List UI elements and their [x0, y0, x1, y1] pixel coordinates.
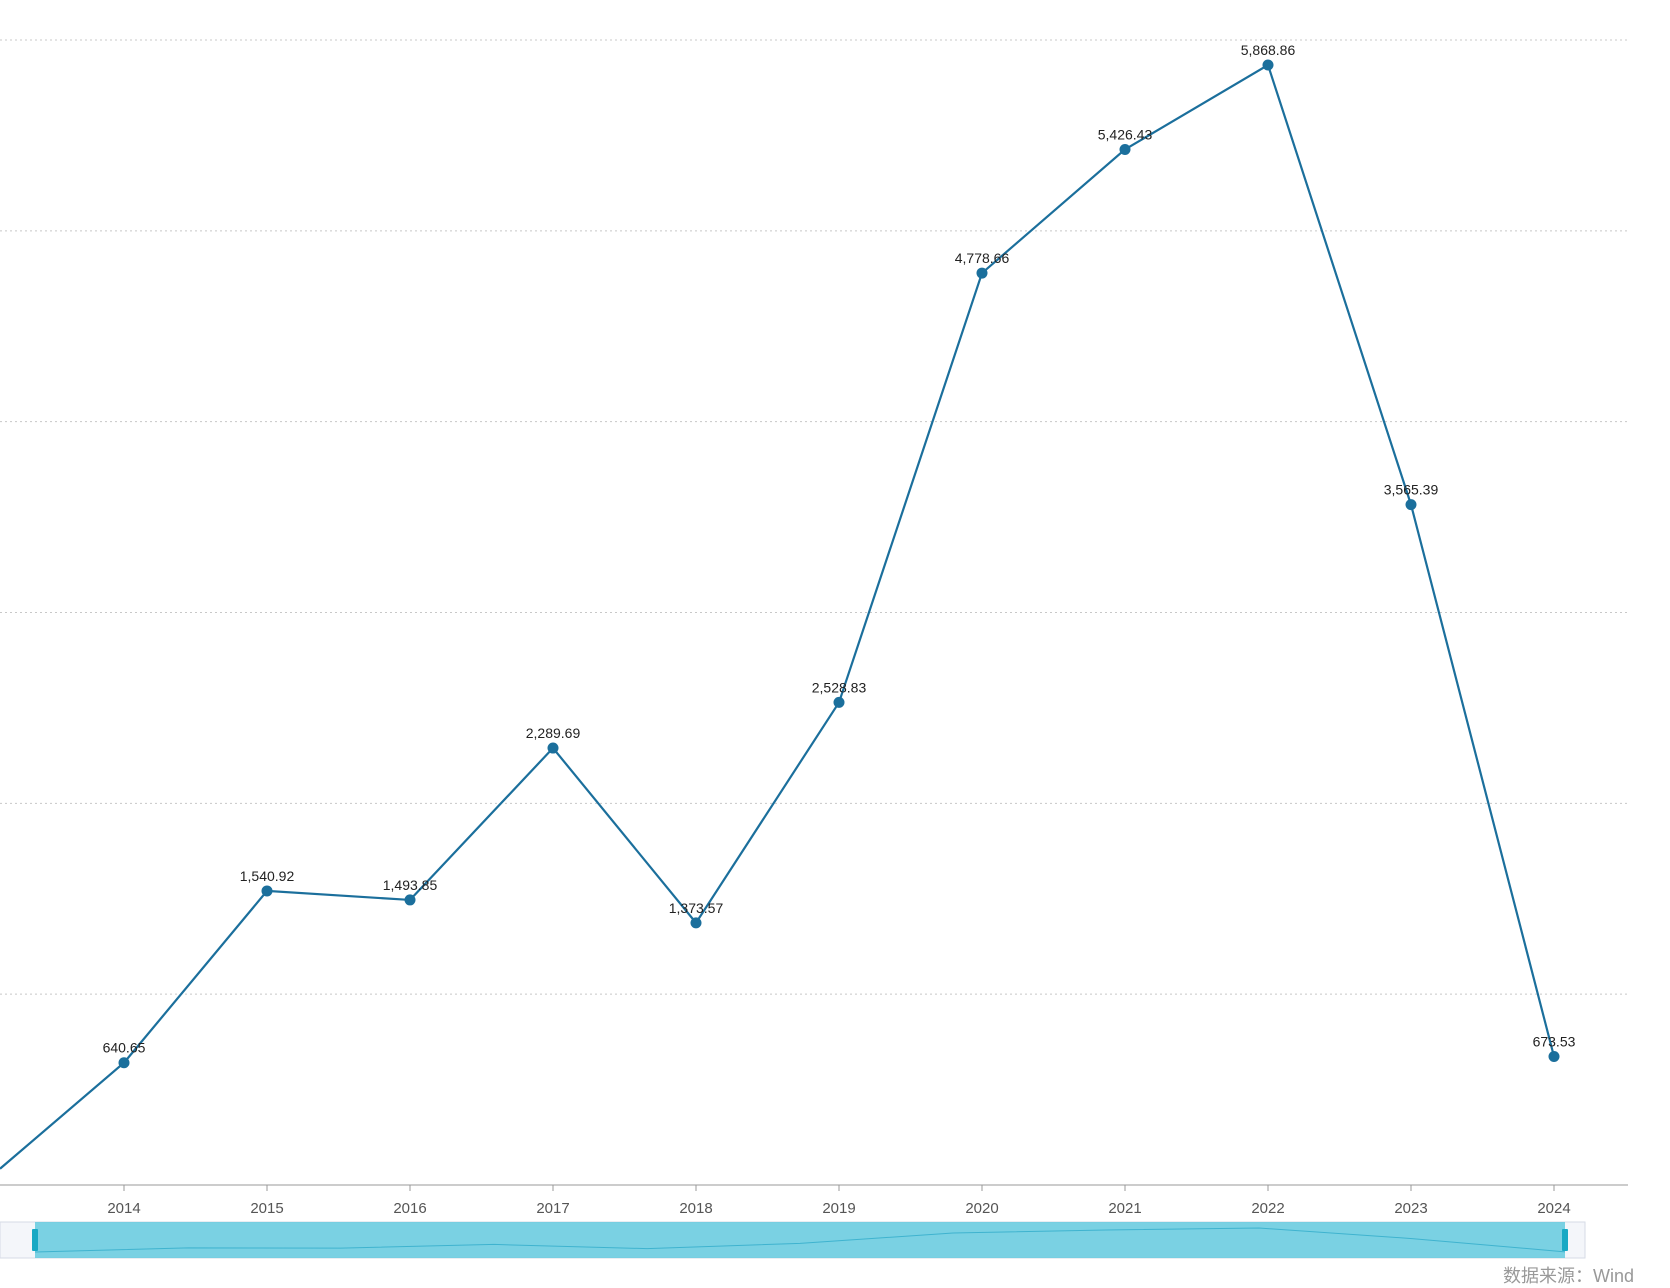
- x-tick-label: 2021: [1108, 1200, 1141, 1217]
- data-label: 2,528.83: [812, 679, 867, 695]
- x-tick-label: 2020: [965, 1200, 998, 1217]
- data-point[interactable]: [690, 917, 702, 929]
- x-tick-label: 2014: [107, 1200, 140, 1217]
- data-point[interactable]: [547, 742, 559, 754]
- data-point[interactable]: [404, 894, 416, 906]
- data-points: [118, 59, 1560, 1069]
- x-tick-label: 2023: [1394, 1200, 1427, 1217]
- zoom-slider-preview-line: [34, 1227, 1566, 1253]
- data-label: 1,540.92: [240, 868, 295, 884]
- x-tick-label: 2024: [1537, 1200, 1570, 1217]
- x-tick-label: 2018: [679, 1200, 712, 1217]
- data-label: 5,426.43: [1098, 126, 1153, 142]
- data-label: 5,868.86: [1241, 42, 1296, 58]
- x-tick-label: 2016: [393, 1200, 426, 1217]
- x-tick-label: 2022: [1251, 1200, 1284, 1217]
- x-tick-label: 2019: [822, 1200, 855, 1217]
- zoom-slider-right-handle[interactable]: [1562, 1229, 1568, 1251]
- data-label: 3,565.39: [1384, 482, 1439, 498]
- series-line: [0, 63, 1556, 1170]
- data-point[interactable]: [1119, 143, 1131, 155]
- x-tick-label: 2015: [250, 1200, 283, 1217]
- data-source-label: 数据来源：Wind: [1502, 1266, 1634, 1286]
- data-label: 4,778.66: [955, 250, 1010, 266]
- zoom-slider-left-handle[interactable]: [32, 1229, 38, 1251]
- data-point[interactable]: [833, 696, 845, 708]
- data-point[interactable]: [1262, 59, 1274, 71]
- data-label: 1,373.57: [669, 900, 724, 916]
- y-gridlines: [0, 39, 1628, 995]
- data-label: 2,289.69: [526, 725, 581, 741]
- data-label: 1,493.85: [383, 877, 438, 893]
- data-point[interactable]: [261, 885, 273, 897]
- x-axis-ticks: 2014 2015 2016 2017 2018 2019 2020 2021 2022 2023…: [107, 1185, 1571, 1217]
- zoom-slider-selection[interactable]: [35, 1222, 1565, 1258]
- zoom-slider[interactable]: [0, 1221, 1586, 1259]
- data-point[interactable]: [1405, 499, 1417, 511]
- data-label: 640.65: [103, 1040, 146, 1056]
- data-point[interactable]: [118, 1057, 130, 1069]
- x-tick-label: 2017: [536, 1200, 569, 1217]
- data-labels: 640.65 1,540.92 1,493.85 2,289.69 1,373.57 2,…: [103, 42, 1576, 1056]
- data-point[interactable]: [976, 267, 988, 279]
- data-point[interactable]: [1548, 1050, 1560, 1062]
- data-label: 673.53: [1533, 1033, 1576, 1049]
